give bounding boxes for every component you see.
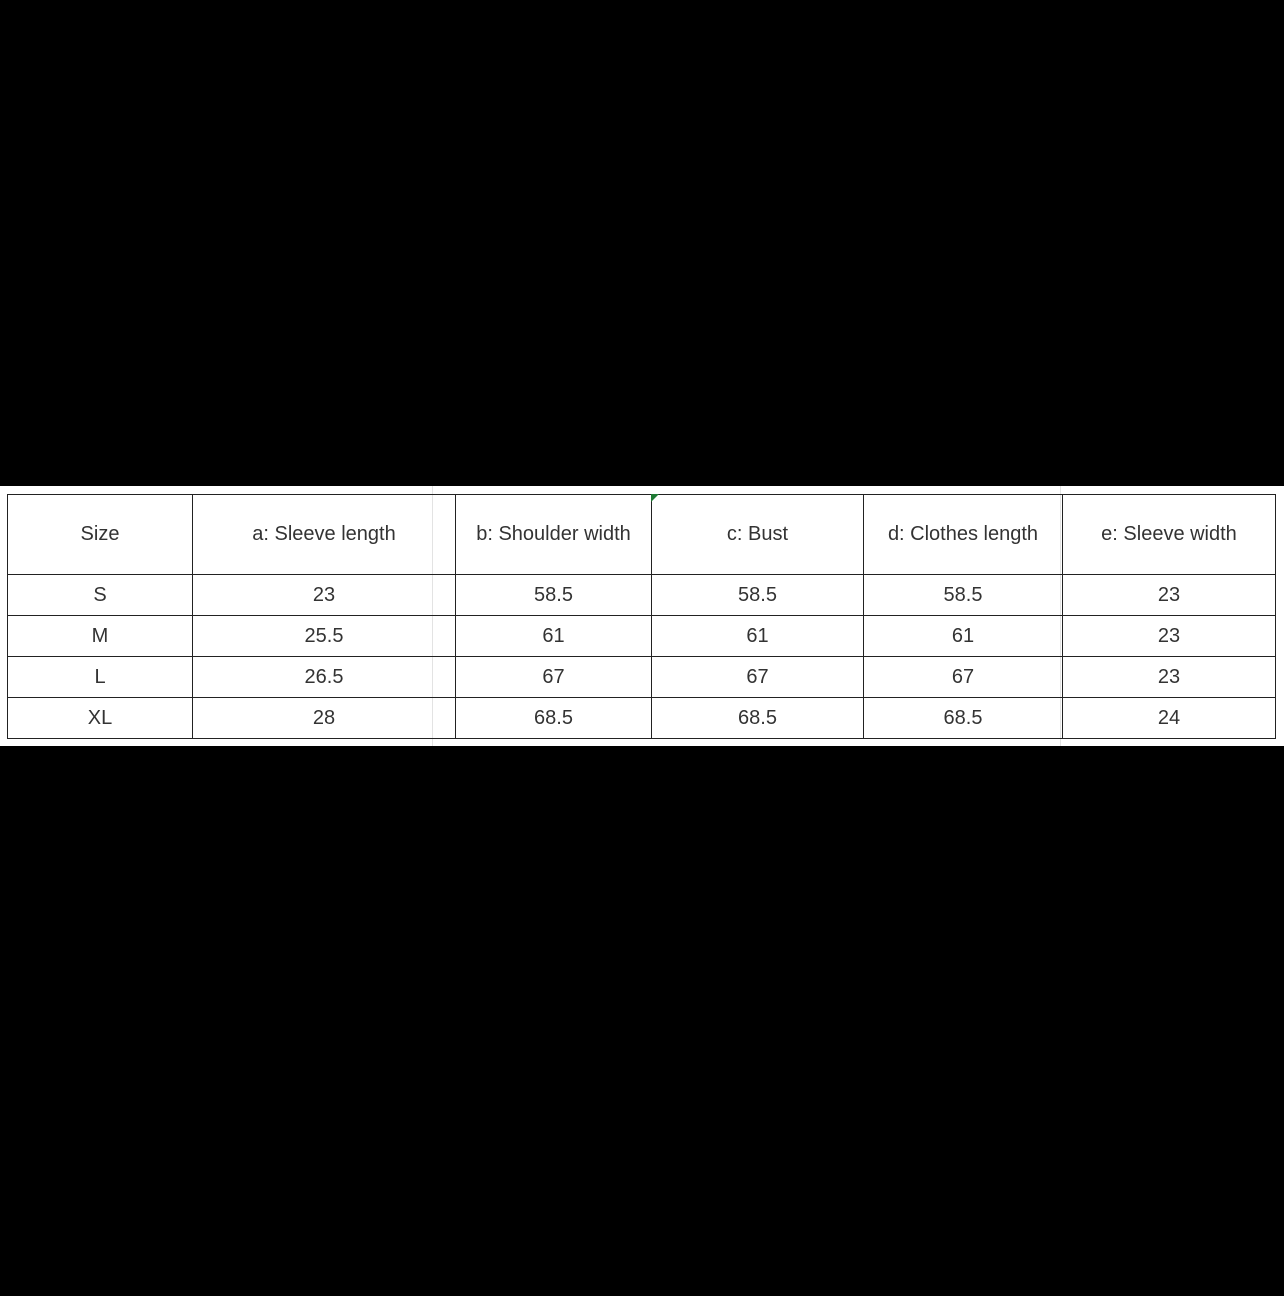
table-cell[interactable]: 67: [651, 656, 864, 698]
table-cell[interactable]: 61: [455, 615, 652, 657]
table-cell[interactable]: M: [7, 615, 193, 657]
table-cell[interactable]: 58.5: [651, 574, 864, 616]
table-cell[interactable]: 24: [1062, 697, 1276, 739]
table-cell[interactable]: 67: [455, 656, 652, 698]
header-cell[interactable]: b: Shoulder width: [455, 494, 652, 575]
cell-comment-marker: [651, 494, 659, 502]
table-cell[interactable]: L: [7, 656, 193, 698]
header-cell[interactable]: e: Sleeve width: [1062, 494, 1276, 575]
table-cell[interactable]: 68.5: [863, 697, 1063, 739]
table-cell[interactable]: 23: [1062, 656, 1276, 698]
table-cell[interactable]: 26.5: [192, 656, 456, 698]
table-row: S 23 58.5 58.5 58.5 23: [7, 574, 1276, 616]
table-cell[interactable]: 28: [192, 697, 456, 739]
header-cell[interactable]: d: Clothes length: [863, 494, 1063, 575]
table-cell[interactable]: XL: [7, 697, 193, 739]
header-row: Size a: Sleeve length b: Shoulder width …: [7, 494, 1276, 575]
table-row: L 26.5 67 67 67 23: [7, 656, 1276, 698]
table-cell[interactable]: 58.5: [863, 574, 1063, 616]
table-cell[interactable]: 23: [192, 574, 456, 616]
table-cell[interactable]: 61: [863, 615, 1063, 657]
table-cell[interactable]: 23: [1062, 615, 1276, 657]
size-chart-table: Size a: Sleeve length b: Shoulder width …: [7, 494, 1276, 739]
header-cell[interactable]: a: Sleeve length: [192, 494, 456, 575]
table-cell[interactable]: 23: [1062, 574, 1276, 616]
header-cell[interactable]: Size: [7, 494, 193, 575]
table-row: M 25.5 61 61 61 23: [7, 615, 1276, 657]
header-cell[interactable]: c: Bust: [651, 494, 864, 575]
table-cell[interactable]: 58.5: [455, 574, 652, 616]
table-cell[interactable]: 68.5: [651, 697, 864, 739]
table-cell[interactable]: S: [7, 574, 193, 616]
table-cell[interactable]: 68.5: [455, 697, 652, 739]
table-cell[interactable]: 67: [863, 656, 1063, 698]
table-cell[interactable]: 25.5: [192, 615, 456, 657]
table-row: XL 28 68.5 68.5 68.5 24: [7, 697, 1276, 739]
table-cell[interactable]: 61: [651, 615, 864, 657]
